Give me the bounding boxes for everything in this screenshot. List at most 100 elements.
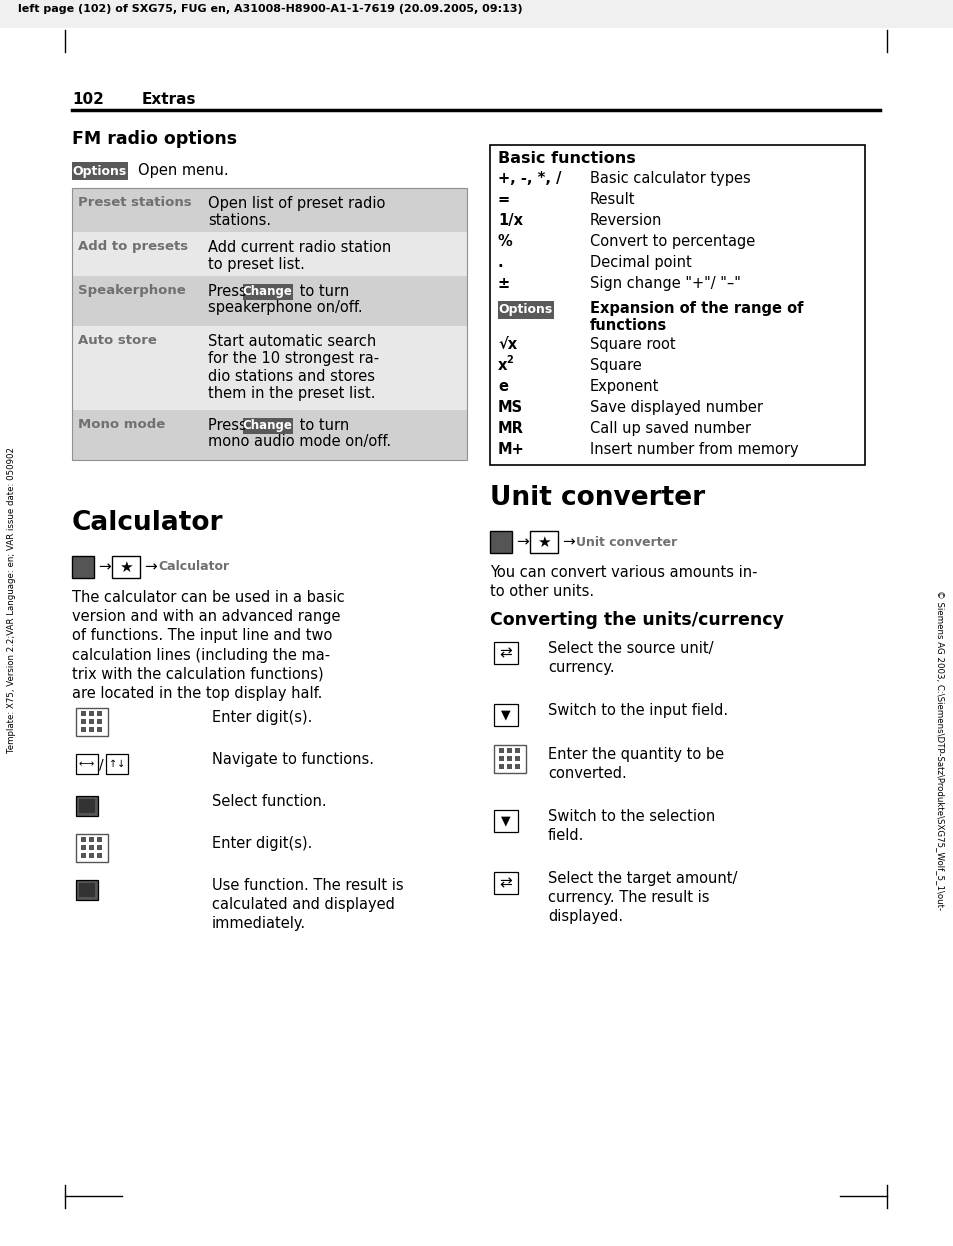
Text: to turn: to turn [294,417,349,434]
Text: Convert to percentage: Convert to percentage [589,234,755,249]
Text: Exponent: Exponent [589,379,659,394]
Text: mono audio mode on/off.: mono audio mode on/off. [208,434,391,449]
Bar [81,845,86,850]
Bar [494,810,517,832]
Bar [243,417,293,434]
Bar [97,726,102,731]
Text: Square root: Square root [589,336,675,353]
Bar [515,764,519,769]
Bar [89,719,94,724]
Text: Use function. The result is
calculated and displayed
immediately.: Use function. The result is calculated a… [212,878,403,932]
Text: Change: Change [243,420,293,432]
Bar [97,837,102,842]
Text: Calculator: Calculator [71,510,223,536]
Text: Calculator: Calculator [158,561,229,573]
Text: Press: Press [208,417,251,434]
Text: Decimal point: Decimal point [589,255,691,270]
Bar [89,711,94,716]
Text: Enter the quantity to be
converted.: Enter the quantity to be converted. [547,748,723,781]
Bar [81,719,86,724]
Bar [515,756,519,761]
Text: Change: Change [243,285,293,299]
Bar [498,756,503,761]
Text: Call up saved number: Call up saved number [589,421,750,436]
Bar [71,277,467,326]
Bar [76,834,108,862]
Text: √x: √x [497,336,517,353]
Text: FM radio options: FM radio options [71,130,237,148]
Bar [89,854,94,858]
Text: Start automatic search
for the 10 strongest ra-
dio stations and stores
them in : Start automatic search for the 10 strong… [208,334,378,401]
Text: ←→: ←→ [79,759,95,769]
Text: Template: X75, Version 2.2;VAR Language: en; VAR issue date: 050902: Template: X75, Version 2.2;VAR Language:… [8,447,16,753]
Text: ⇄: ⇄ [499,645,512,660]
Bar [71,556,94,578]
Bar [71,188,467,460]
Bar [79,883,95,897]
Text: ⇄: ⇄ [499,876,512,891]
Text: Select function.: Select function. [212,794,326,809]
Text: 1/x: 1/x [497,213,522,228]
Text: 102: 102 [71,92,104,107]
Text: Options: Options [498,304,553,316]
Text: Navigate to functions.: Navigate to functions. [212,753,374,768]
Bar [112,556,140,578]
Text: ↑↓: ↑↓ [109,759,125,769]
Text: Options: Options [72,164,127,177]
Text: x: x [497,358,507,373]
Bar [106,754,128,774]
Bar [494,704,517,726]
Bar [76,880,98,900]
Bar [498,748,503,753]
Bar [89,845,94,850]
Text: Basic functions: Basic functions [497,151,635,166]
Text: →: → [561,535,574,549]
Text: Enter digit(s).: Enter digit(s). [212,836,312,851]
Text: Reversion: Reversion [589,213,661,228]
Text: →: → [144,559,156,574]
Text: Switch to the input field.: Switch to the input field. [547,703,727,718]
Bar [494,745,525,773]
Text: Add to presets: Add to presets [78,240,188,253]
Bar [506,748,512,753]
Bar [79,799,95,812]
Text: ★: ★ [119,559,132,574]
Text: Basic calculator types: Basic calculator types [589,171,750,186]
Text: 2: 2 [505,355,512,365]
Text: ±: ± [497,277,510,292]
Text: %: % [497,234,512,249]
Text: ★: ★ [537,535,550,549]
Text: Speakerphone: Speakerphone [78,284,186,297]
Text: →: → [98,559,111,574]
Bar [97,854,102,858]
Text: e: e [497,379,507,394]
Bar [89,726,94,731]
Text: Preset stations: Preset stations [78,196,192,209]
Bar [506,764,512,769]
Bar [81,837,86,842]
Text: .: . [497,255,503,270]
Text: +, -, *, /: +, -, *, / [497,171,561,186]
Bar [506,756,512,761]
Text: Sign change "+"/ "–": Sign change "+"/ "–" [589,277,740,292]
Bar [243,284,293,300]
Bar [97,711,102,716]
Text: /: / [98,758,103,771]
Text: Insert number from memory: Insert number from memory [589,442,798,457]
Text: Open menu.: Open menu. [138,163,229,178]
Bar [81,854,86,858]
Text: Unit converter: Unit converter [576,536,677,548]
Text: MS: MS [497,400,522,415]
Text: Select the source unit/
currency.: Select the source unit/ currency. [547,640,713,675]
Bar [71,326,467,410]
Bar [498,764,503,769]
Text: Extras: Extras [142,92,196,107]
Bar [89,837,94,842]
Bar [76,708,108,736]
Text: Press: Press [208,284,251,299]
Text: →: → [516,535,528,549]
Bar [71,232,467,277]
Text: Auto store: Auto store [78,334,156,346]
Text: Open list of preset radio
stations.: Open list of preset radio stations. [208,196,385,228]
Bar [97,719,102,724]
